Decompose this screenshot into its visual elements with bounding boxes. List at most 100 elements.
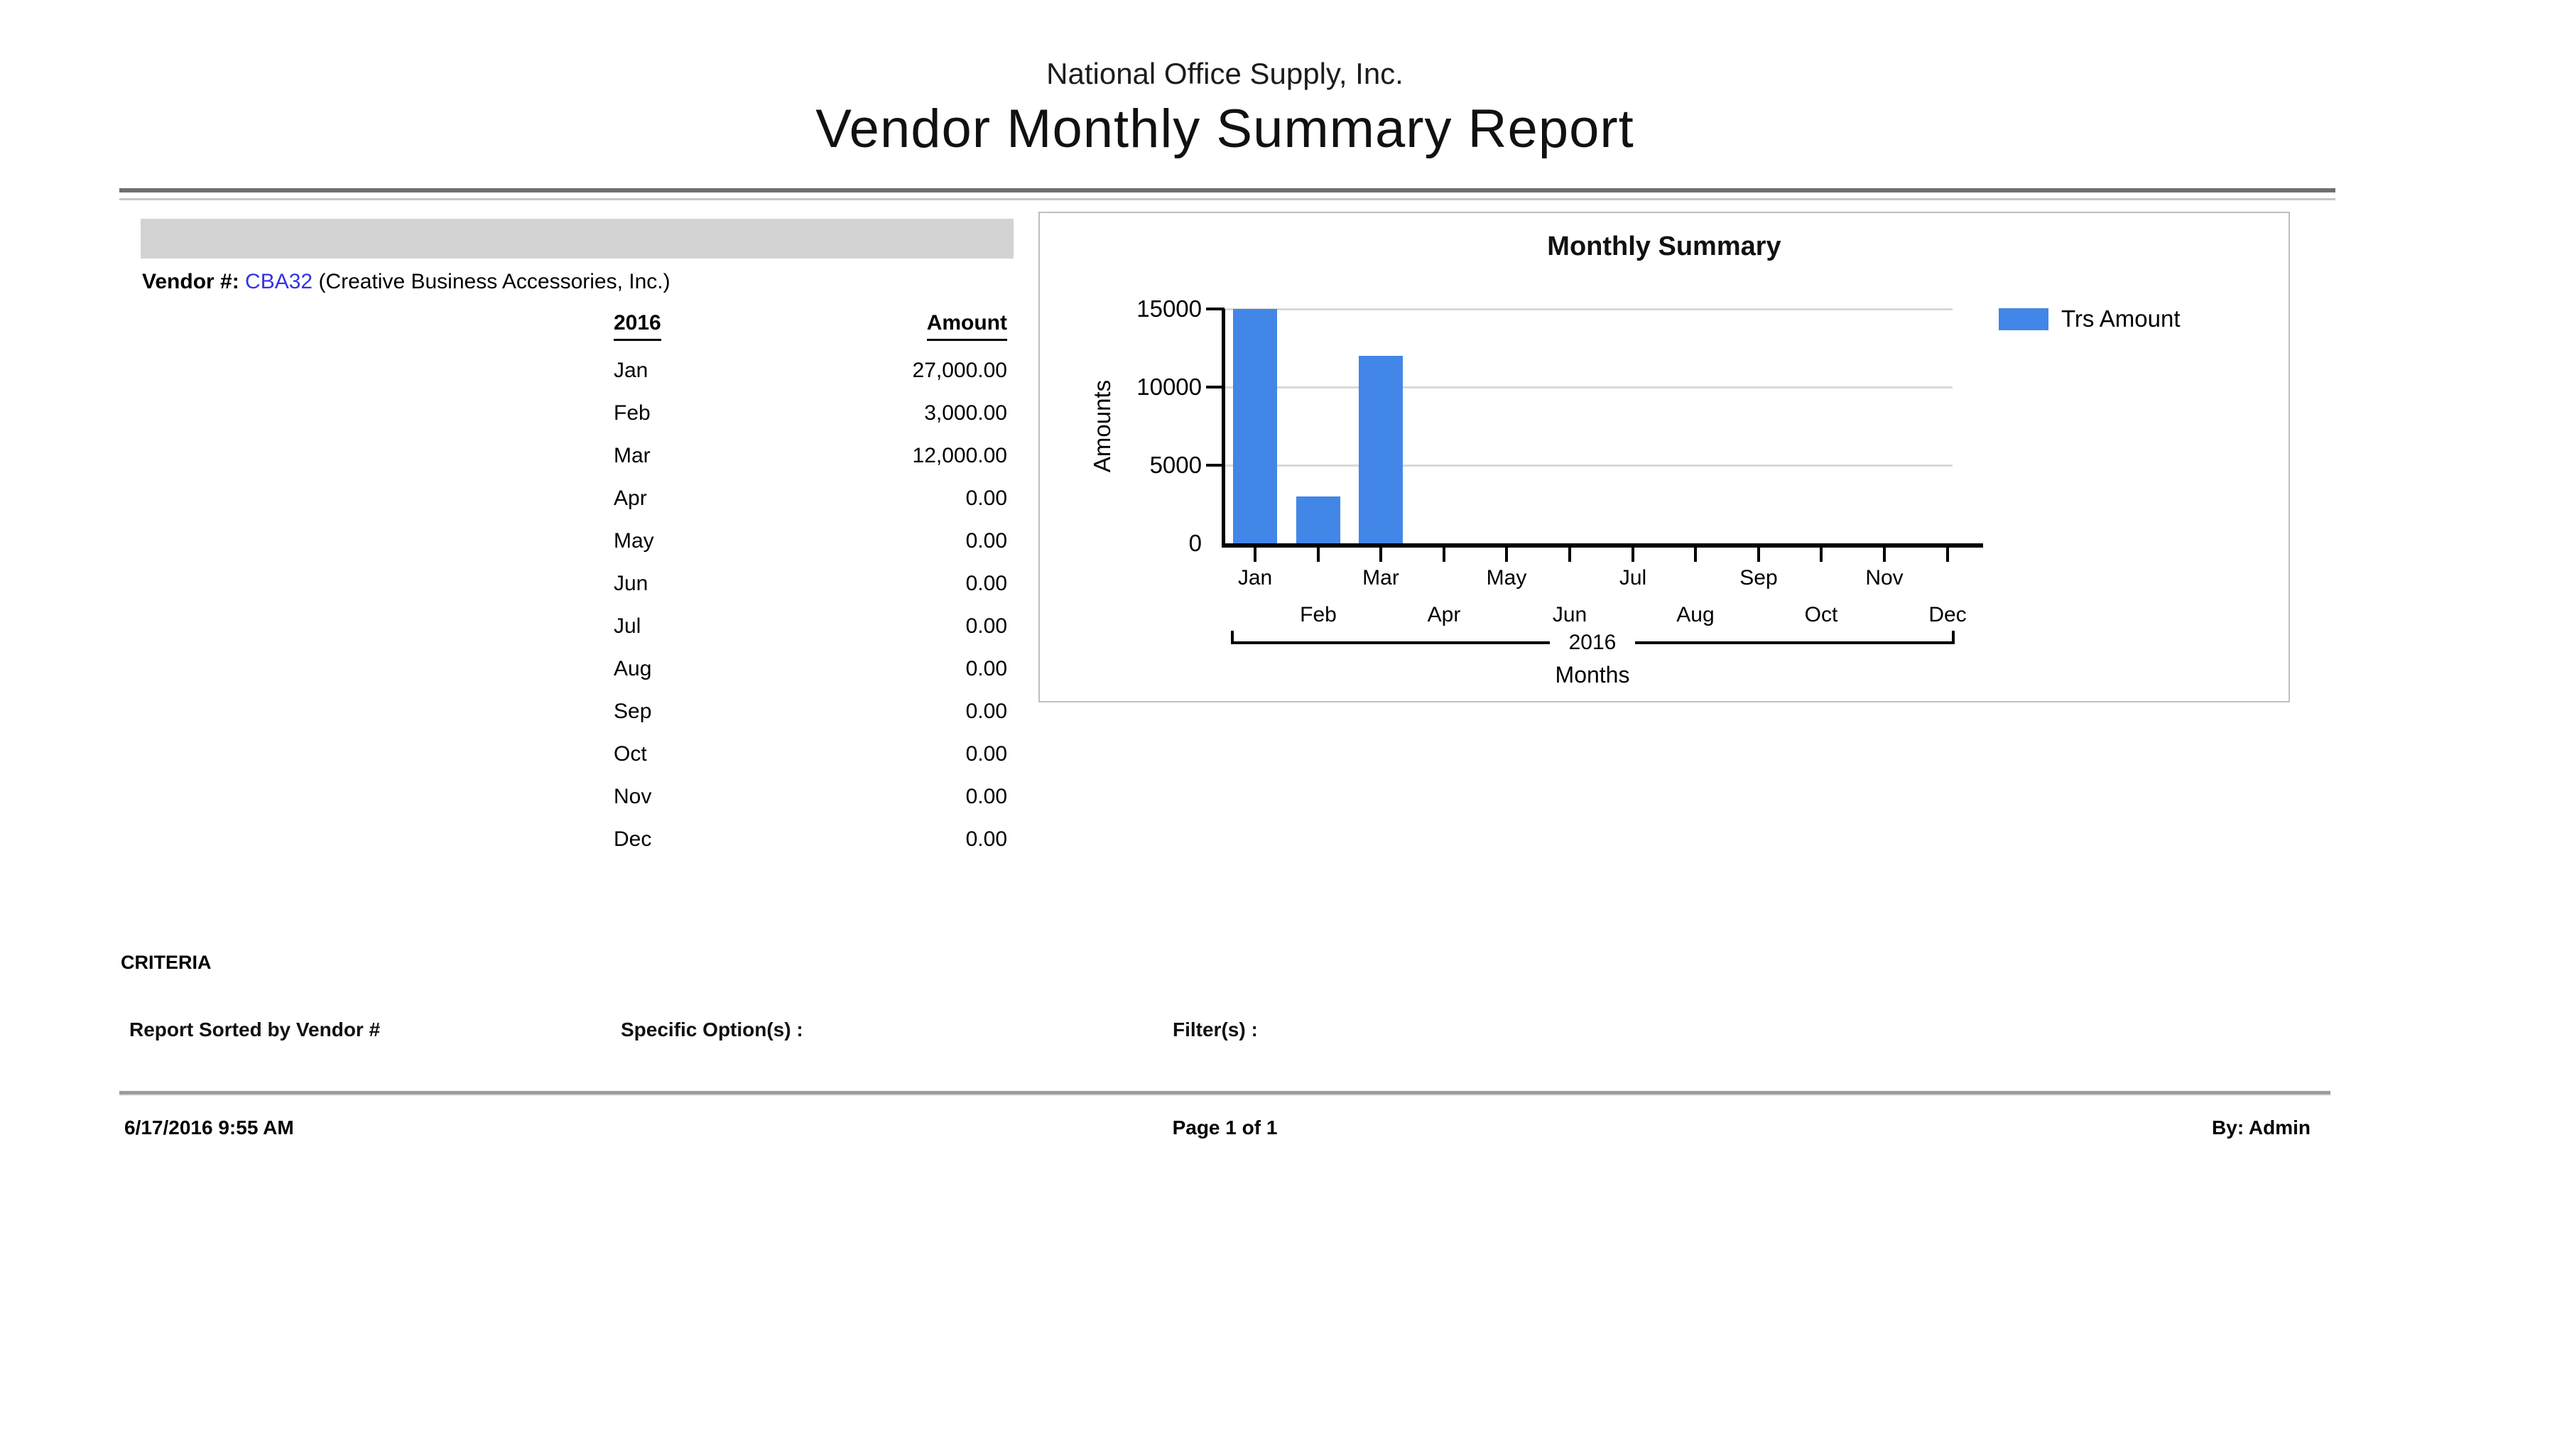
- x-axis-title: Months: [1555, 662, 1630, 688]
- y-axis-label: Amounts: [1089, 379, 1115, 473]
- criteria-specific-options-label: Specific Option(s) :: [621, 1018, 803, 1041]
- table-row: Sep 0.00: [614, 690, 1007, 733]
- vendor-number-label: Vendor #:: [142, 270, 239, 293]
- footer-page-number: Page 1 of 1: [1172, 1117, 1278, 1139]
- x-tick-dec: [1946, 548, 1949, 562]
- x-tick-nov: [1883, 548, 1886, 562]
- month-label: Apr: [614, 487, 647, 510]
- page-title: Vendor Monthly Summary Report: [815, 99, 1634, 159]
- month-label: Oct: [614, 742, 647, 766]
- x-tick-mar: [1379, 548, 1382, 562]
- x-label-may: May: [1486, 566, 1527, 590]
- x-label-mar: Mar: [1362, 566, 1399, 590]
- table-row: Apr 0.00: [614, 477, 1007, 520]
- amount-value: 3,000.00: [924, 401, 1007, 425]
- table-row: Mar 12,000.00: [614, 435, 1007, 477]
- month-label: Mar: [614, 444, 651, 467]
- amount-value: 12,000.00: [912, 444, 1007, 467]
- month-label: Jan: [614, 359, 648, 382]
- header-rule-light: [119, 198, 2335, 200]
- month-label: Aug: [614, 657, 652, 680]
- footer-datetime: 6/17/2016 9:55 AM: [124, 1117, 294, 1139]
- y-tick-5000: [1206, 464, 1225, 467]
- bar-mar: [1359, 356, 1403, 543]
- month-label: Jul: [614, 614, 641, 638]
- legend-label: Trs Amount: [2061, 305, 2181, 332]
- amount-value: 0.00: [965, 700, 1007, 723]
- amount-value: 0.00: [965, 827, 1007, 851]
- x-label-feb: Feb: [1300, 603, 1337, 626]
- table-header-row: 2016 Amount: [614, 310, 1007, 341]
- table-row: Aug 0.00: [614, 648, 1007, 690]
- criteria-sorted-by: Report Sorted by Vendor #: [129, 1018, 381, 1041]
- section-header-bar: [141, 219, 1014, 259]
- chart-legend: Trs Amount: [1999, 305, 2181, 332]
- amount-value: 0.00: [965, 572, 1007, 595]
- company-name: National Office Supply, Inc.: [1046, 57, 1404, 90]
- table-row: Dec 0.00: [614, 818, 1007, 861]
- x-tick-feb: [1317, 548, 1320, 562]
- y-axis-line: [1222, 309, 1225, 548]
- x-axis-group-label: 2016: [1550, 631, 1635, 655]
- amount-value: 27,000.00: [912, 359, 1007, 382]
- amount-column-header: Amount: [926, 310, 1007, 341]
- gridline-10000: [1225, 386, 1953, 389]
- x-tick-jan: [1254, 548, 1256, 562]
- x-label-apr: Apr: [1427, 603, 1461, 626]
- y-tick-15000: [1206, 308, 1225, 310]
- amount-value: 0.00: [965, 529, 1007, 553]
- x-label-jun: Jun: [1552, 603, 1587, 626]
- year-column-header: 2016: [614, 310, 661, 341]
- header-rule-dark: [119, 188, 2335, 192]
- amount-value: 0.00: [965, 614, 1007, 638]
- table-row: Jul 0.00: [614, 605, 1007, 648]
- month-label: Sep: [614, 700, 652, 723]
- table-row: Nov 0.00: [614, 776, 1007, 818]
- vendor-code-link[interactable]: CBA32: [245, 270, 313, 293]
- table-row: Oct 0.00: [614, 733, 1007, 776]
- gridline-5000: [1225, 464, 1953, 467]
- x-axis-line: [1222, 543, 1983, 548]
- month-label: Dec: [614, 827, 652, 851]
- month-label: Feb: [614, 401, 651, 425]
- vendor-line: Vendor #: CBA32 (Creative Business Acces…: [142, 270, 671, 294]
- x-tick-may: [1505, 548, 1508, 562]
- x-tick-apr: [1443, 548, 1445, 562]
- table-row: May 0.00: [614, 520, 1007, 563]
- criteria-heading: CRITERIA: [121, 952, 212, 973]
- x-tick-jul: [1632, 548, 1634, 562]
- amount-value: 0.00: [965, 657, 1007, 680]
- y-tick-label-5000: 5000: [1149, 452, 1202, 478]
- x-label-dec: Dec: [1928, 603, 1967, 626]
- x-label-aug: Aug: [1676, 603, 1715, 626]
- monthly-summary-chart: Monthly Summary 0 5000 10000 15000 Jan Feb Mar…: [1038, 212, 2290, 702]
- x-label-sep: Sep: [1739, 566, 1778, 590]
- x-label-oct: Oct: [1804, 603, 1838, 626]
- gridline-15000: [1225, 308, 1953, 310]
- criteria-filters-label: Filter(s) :: [1173, 1018, 1258, 1041]
- footer-row: 6/17/2016 9:55 AM Page 1 of 1 By: Admin: [119, 1117, 2330, 1145]
- x-tick-sep: [1757, 548, 1760, 562]
- y-tick-label-0: 0: [1188, 530, 1202, 556]
- footer-generated-by: By: Admin: [2212, 1117, 2311, 1139]
- month-label: May: [614, 529, 654, 553]
- amount-value: 0.00: [965, 742, 1007, 766]
- table-row: Feb 3,000.00: [614, 392, 1007, 435]
- table-row: Jan 27,000.00: [614, 349, 1007, 392]
- y-tick-10000: [1206, 386, 1225, 389]
- x-tick-aug: [1694, 548, 1697, 562]
- x-label-jan: Jan: [1237, 566, 1273, 590]
- x-label-nov: Nov: [1865, 566, 1904, 590]
- bar-jan: [1233, 309, 1277, 543]
- footer-rule: [119, 1091, 2330, 1096]
- chart-title: Monthly Summary: [1547, 232, 1781, 261]
- x-tick-jun: [1568, 548, 1571, 562]
- month-label: Jun: [614, 572, 648, 595]
- y-tick-label-15000: 15000: [1136, 295, 1202, 322]
- table-row: Jun 0.00: [614, 563, 1007, 605]
- vendor-name: (Creative Business Accessories, Inc.): [318, 270, 671, 293]
- x-tick-oct: [1820, 548, 1823, 562]
- y-tick-label-10000: 10000: [1136, 374, 1202, 400]
- amount-value: 0.00: [965, 487, 1007, 510]
